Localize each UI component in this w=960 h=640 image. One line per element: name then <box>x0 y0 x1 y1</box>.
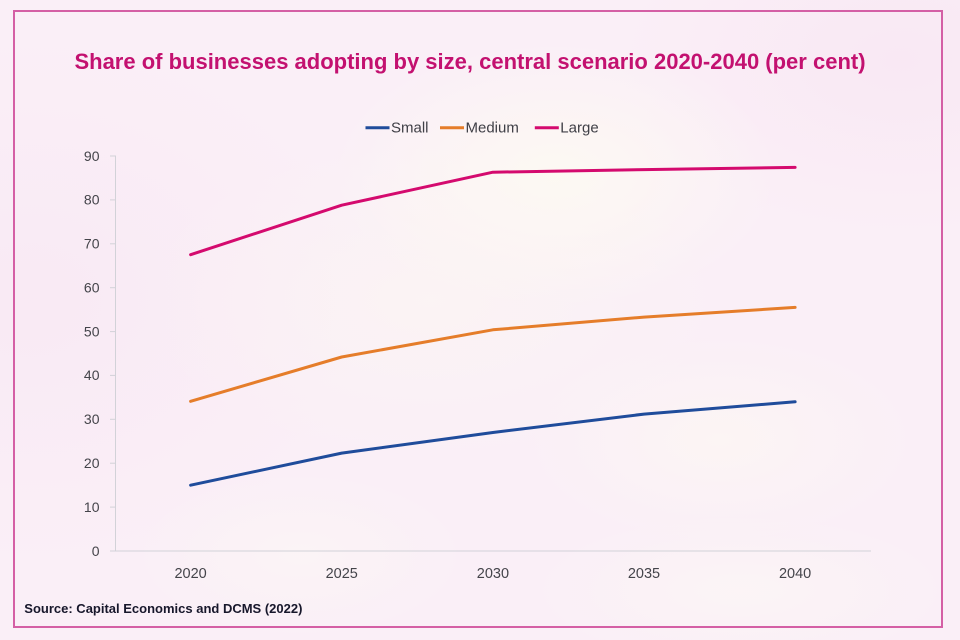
svg-text:Large: Large <box>560 120 598 137</box>
svg-text:2025: 2025 <box>326 566 358 582</box>
svg-text:90: 90 <box>84 148 100 164</box>
svg-text:Source: Capital Economics and: Source: Capital Economics and DCMS (2022… <box>24 601 302 616</box>
svg-text:80: 80 <box>84 192 100 208</box>
svg-text:2035: 2035 <box>628 566 660 582</box>
svg-text:2030: 2030 <box>477 566 509 582</box>
svg-text:0: 0 <box>92 543 100 559</box>
svg-text:40: 40 <box>84 367 100 383</box>
svg-text:70: 70 <box>84 236 100 252</box>
svg-text:20: 20 <box>84 455 100 471</box>
svg-text:2040: 2040 <box>779 566 811 582</box>
svg-text:Medium: Medium <box>466 120 519 137</box>
svg-text:30: 30 <box>84 411 100 427</box>
svg-text:10: 10 <box>84 499 100 515</box>
svg-text:2020: 2020 <box>174 566 206 582</box>
svg-text:60: 60 <box>84 280 100 296</box>
svg-text:Share of businesses adopting b: Share of businesses adopting by size, ce… <box>74 49 865 74</box>
svg-text:50: 50 <box>84 323 100 339</box>
svg-text:Small: Small <box>391 120 429 137</box>
